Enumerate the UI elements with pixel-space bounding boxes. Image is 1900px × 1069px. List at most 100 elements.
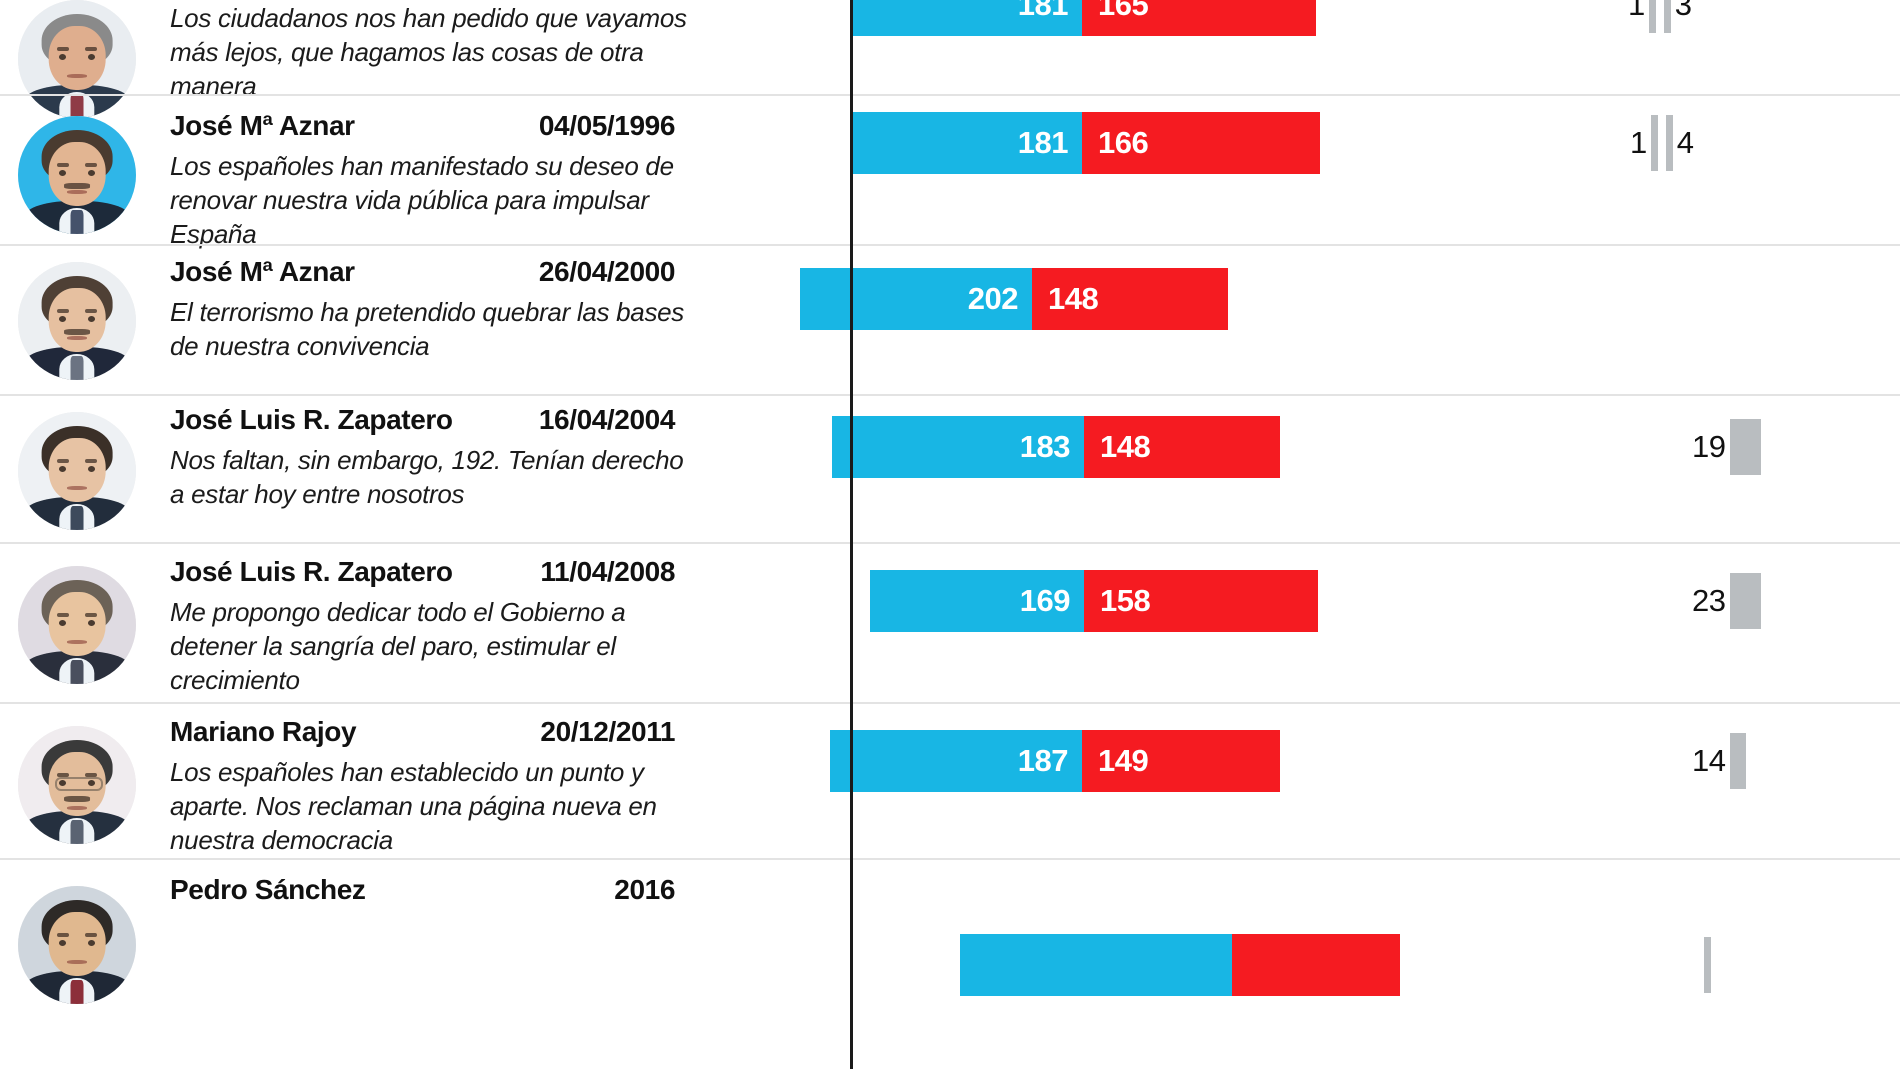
votes-in-favor-value: 202 — [967, 281, 1019, 316]
pedro-sanchez-portrait — [18, 886, 136, 1004]
absences-bar — [1663, 0, 1671, 33]
votes-in-favor-segment: 187 — [830, 730, 1082, 792]
person-quote: Me propongo dedicar todo el Gobierno a d… — [170, 597, 626, 695]
avatar — [18, 116, 136, 234]
person-name: José Mª Aznar — [170, 256, 355, 287]
row-header: Mariano Rajoy 20/12/2011 — [170, 716, 675, 748]
person-name: José Luis R. Zapatero — [170, 556, 453, 587]
votes-in-favor-value: 181 — [1017, 125, 1069, 160]
row-header: José Mª Aznar 26/04/2000 — [170, 256, 675, 288]
row-text: Mariano Rajoy 20/12/2011 Los españoles h… — [170, 716, 695, 857]
felipe-gonzalez-portrait — [18, 0, 136, 118]
person-date: 11/04/2008 — [540, 556, 675, 587]
avatar — [18, 262, 136, 380]
abstentions-group: 23 — [1692, 570, 1766, 632]
vote-bar: 181 165 — [850, 0, 1316, 36]
person-date: 2016 — [614, 874, 675, 905]
table-row: Los ciudadanos nos han pedido que vayamo… — [0, 0, 1900, 118]
jose-luis-rodriguez-zapatero-portrait — [18, 412, 136, 530]
votes-in-favor-segment: 183 — [832, 416, 1084, 478]
abstentions-value: 14 — [1692, 743, 1726, 778]
avatar — [18, 0, 136, 118]
row-header: José Mª Aznar 04/05/1996 — [170, 110, 675, 142]
person-name: José Mª Aznar — [170, 110, 355, 141]
votes-in-favor-value: 181 — [1017, 0, 1069, 22]
person-quote: Nos faltan, sin embargo, 192. Tenían der… — [170, 445, 684, 509]
abstentions-group: 14 — [1692, 730, 1751, 792]
votes-in-favor-segment: 202 — [800, 268, 1032, 330]
abstentions-group: 19 — [1692, 416, 1766, 478]
person-quote: El terrorismo ha pretendido quebrar las … — [170, 297, 685, 361]
person-date: 20/12/2011 — [540, 716, 675, 747]
row-header: Pedro Sánchez 2016 — [170, 874, 675, 906]
abstentions-group: 1 3 — [1628, 0, 1692, 36]
table-row: José Luis R. Zapatero 11/04/2008 Me prop… — [0, 542, 1900, 702]
table-row: Pedro Sánchez 2016 — [0, 858, 1900, 1069]
abstentions-value: 1 — [1628, 0, 1645, 22]
abstentions-bar — [1730, 419, 1762, 475]
abstentions-bar — [1730, 573, 1762, 629]
votes-against-segment: 148 — [1084, 416, 1280, 478]
person-date: 26/04/2000 — [538, 256, 676, 287]
avatar — [18, 412, 136, 530]
votes-against-segment: 165 — [1082, 0, 1316, 36]
absences-bar — [1665, 115, 1673, 171]
person-quote: Los ciudadanos nos han pedido que vayamo… — [170, 3, 687, 101]
vote-bar: 183 148 — [832, 416, 1280, 478]
table-row: José Mª Aznar 26/04/2000 El terrorismo h… — [0, 244, 1900, 394]
absences-value: 4 — [1676, 125, 1694, 160]
vote-bar: 169 158 — [870, 570, 1318, 632]
votes-against-segment: 158 — [1084, 570, 1318, 632]
row-header: José Luis R. Zapatero 16/04/2004 — [170, 404, 675, 436]
votes-in-favor-segment: 181 — [850, 0, 1082, 36]
row-text: Los ciudadanos nos han pedido que vayamo… — [170, 0, 695, 103]
abstentions-value: 1 — [1630, 125, 1647, 160]
abstentions-bar — [1704, 937, 1711, 993]
row-text: José Mª Aznar 26/04/2000 El terrorismo h… — [170, 256, 695, 364]
vote-bar: 202 148 — [800, 268, 1228, 330]
majority-reference-line — [850, 0, 853, 1069]
jose-luis-rodriguez-zapatero-portrait — [18, 566, 136, 684]
row-text: José Luis R. Zapatero 16/04/2004 Nos fal… — [170, 404, 695, 512]
votes-against-segment: 149 — [1082, 730, 1280, 792]
vote-bar: 181 166 — [850, 112, 1320, 174]
votes-against-value: 148 — [1048, 281, 1099, 316]
votes-in-favor-segment — [960, 934, 1232, 996]
abstentions-bar — [1730, 733, 1747, 789]
table-row: José Luis R. Zapatero 16/04/2004 Nos fal… — [0, 394, 1900, 542]
glasses-icon — [54, 776, 104, 792]
votes-against-value: 166 — [1098, 125, 1149, 160]
person-date: 04/05/1996 — [538, 110, 676, 141]
votes-against-value: 165 — [1098, 0, 1149, 22]
jose-maria-aznar-portrait — [18, 116, 136, 234]
abstentions-bar — [1648, 0, 1656, 33]
person-quote: Los españoles han establecido un punto y… — [170, 757, 657, 855]
mariano-rajoy-portrait — [18, 726, 136, 844]
votes-against-value: 149 — [1098, 743, 1149, 778]
votes-against-segment — [1232, 934, 1400, 996]
votes-in-favor-segment: 181 — [850, 112, 1082, 174]
person-name: Pedro Sánchez — [170, 874, 366, 905]
votes-against-value: 158 — [1100, 583, 1151, 618]
row-text: José Mª Aznar 04/05/1996 Los españoles h… — [170, 110, 695, 251]
abstentions-group — [1700, 934, 1715, 996]
votes-against-segment: 148 — [1032, 268, 1228, 330]
avatar — [18, 886, 136, 1004]
abstentions-bar — [1650, 115, 1658, 171]
votes-in-favor-value: 183 — [1019, 429, 1071, 464]
avatar — [18, 566, 136, 684]
votes-in-favor-segment: 169 — [870, 570, 1084, 632]
abstentions-group: 1 4 — [1630, 112, 1694, 174]
abstentions-value: 19 — [1692, 429, 1726, 464]
row-header: José Luis R. Zapatero 11/04/2008 — [170, 556, 675, 588]
person-quote: Los españoles han manifestado su deseo d… — [170, 151, 674, 249]
votes-in-favor-value: 169 — [1019, 583, 1071, 618]
table-row: José Mª Aznar 04/05/1996 Los españoles h… — [0, 94, 1900, 249]
abstentions-value: 23 — [1692, 583, 1726, 618]
jose-maria-aznar-portrait — [18, 262, 136, 380]
person-date: 16/04/2004 — [538, 404, 676, 435]
vote-bar — [960, 934, 1400, 996]
avatar — [18, 726, 136, 844]
votes-against-value: 148 — [1100, 429, 1151, 464]
